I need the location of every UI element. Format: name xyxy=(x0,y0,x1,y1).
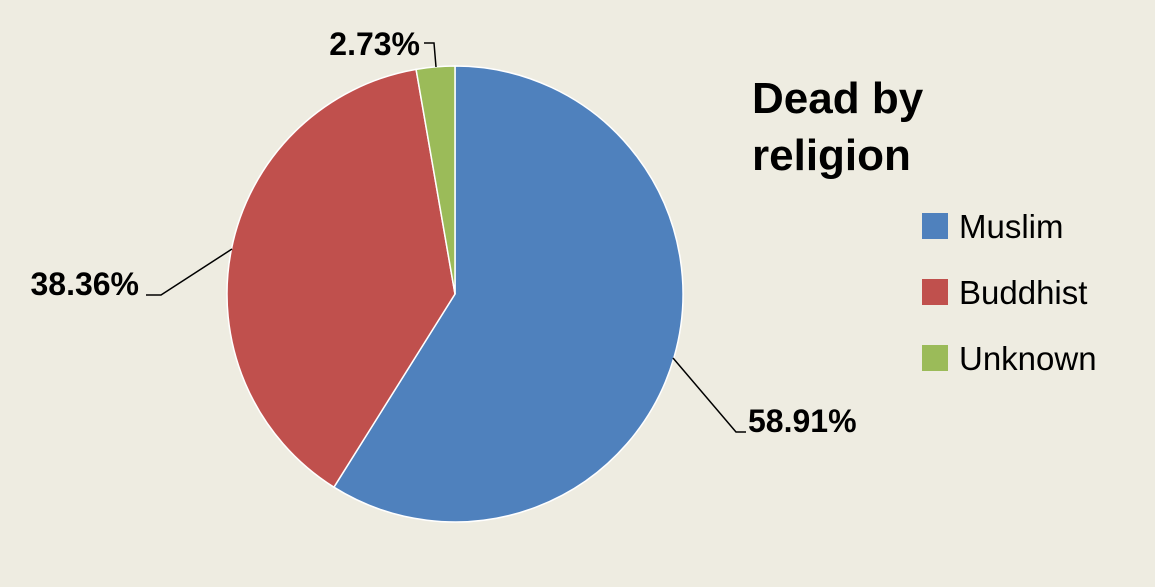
legend-label-muslim: Muslim xyxy=(959,208,1064,245)
data-label-unknown: 2.73% xyxy=(329,26,420,62)
chart-title-line-2: religion xyxy=(752,131,911,180)
leader-line-buddhist xyxy=(146,248,233,296)
leader-line-unknown xyxy=(424,42,437,68)
legend-label-buddhist: Buddhist xyxy=(959,274,1087,311)
data-labels: 58.91% 38.36% 2.73% xyxy=(30,26,856,439)
leader-line-muslim xyxy=(672,357,746,433)
data-label-muslim: 58.91% xyxy=(748,403,857,439)
pie-slice-muslim xyxy=(332,65,684,523)
leader-lines xyxy=(146,42,746,433)
legend-swatch-buddhist xyxy=(922,279,948,305)
chart-title: Dead by religion xyxy=(752,74,924,180)
legend: Muslim Buddhist Unknown xyxy=(922,208,1097,377)
data-label-buddhist: 38.36% xyxy=(30,266,139,302)
legend-swatch-muslim xyxy=(922,213,948,239)
chart-title-line-1: Dead by xyxy=(752,74,924,123)
legend-swatch-unknown xyxy=(922,345,948,371)
legend-label-unknown: Unknown xyxy=(959,340,1097,377)
pie-slices xyxy=(226,65,684,523)
